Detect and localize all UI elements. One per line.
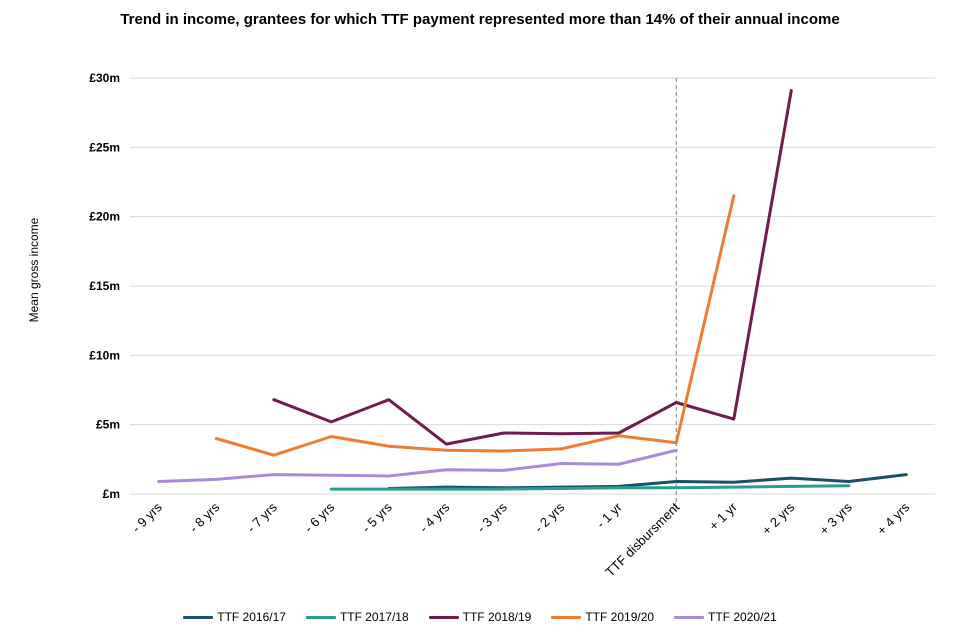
x-tick-label: - 5 yrs [359,499,395,535]
x-tick-label: - 8 yrs [186,499,222,535]
x-tick-label: + 2 yrs [759,499,798,538]
x-tick-label: + 4 yrs [874,499,913,538]
legend-label: TTF 2017/18 [339,610,409,624]
legend: TTF 2016/17 TTF 2017/18 TTF 2018/19 TTF 201… [0,610,960,624]
legend-item: TTF 2019/20 [551,610,654,624]
x-tick-label: - 6 yrs [301,499,337,535]
chart-title: Trend in income, grantees for which TTF … [120,11,840,28]
legend-label: TTF 2016/17 [217,610,286,624]
x-tick-label: - 2 yrs [531,499,567,535]
series-line-1 [329,484,851,491]
x-tick-labels: - 9 yrs - 8 yrs - 7 yrs - 6 yrs - 5 yrs - 4 y… [129,499,913,580]
series-line-0 [387,473,908,490]
x-tick-label: - 4 yrs [416,499,452,535]
legend-swatch [183,615,214,619]
legend-item: TTF 2018/19 [428,610,532,624]
series-line-2 [272,89,793,446]
y-tick-label: £10m [89,348,120,362]
legend-item: TTF 2020/21 [674,610,777,624]
legend-label: TTF 2018/19 [462,610,532,624]
x-tick-label: - 7 yrs [244,499,280,535]
x-tick-label: - 9 yrs [129,499,165,535]
legend-swatch [305,615,336,619]
legend-item: TTF 2016/17 [183,610,286,624]
x-tick-label: + 1 yr [706,499,740,533]
legend-label: TTF 2019/20 [585,610,655,624]
legend-swatch [551,615,582,619]
y-tick-label: £30m [89,71,120,85]
y-tick-label: £m [103,487,120,501]
y-tick-label: £20m [89,210,120,224]
y-tick-label: £5m [96,418,120,432]
series-line-4 [157,448,678,483]
legend-label: TTF 2020/21 [708,610,777,624]
legend-swatch [674,615,705,619]
legend-swatch [428,615,459,619]
legend-item: TTF 2017/18 [305,610,409,624]
series-line-3 [214,194,736,457]
x-tick-label: - 3 yrs [474,499,510,535]
y-tick-label: £15m [89,279,120,293]
y-tick-label: £25m [89,140,120,154]
gridlines [130,77,935,495]
x-tick-label: - 1 yr [593,499,625,531]
y-tick-labels: £m £5m £10m £15m £20m £25m £30m [89,71,120,501]
series-lines [157,89,908,491]
x-tick-label: + 3 yrs [816,499,855,538]
